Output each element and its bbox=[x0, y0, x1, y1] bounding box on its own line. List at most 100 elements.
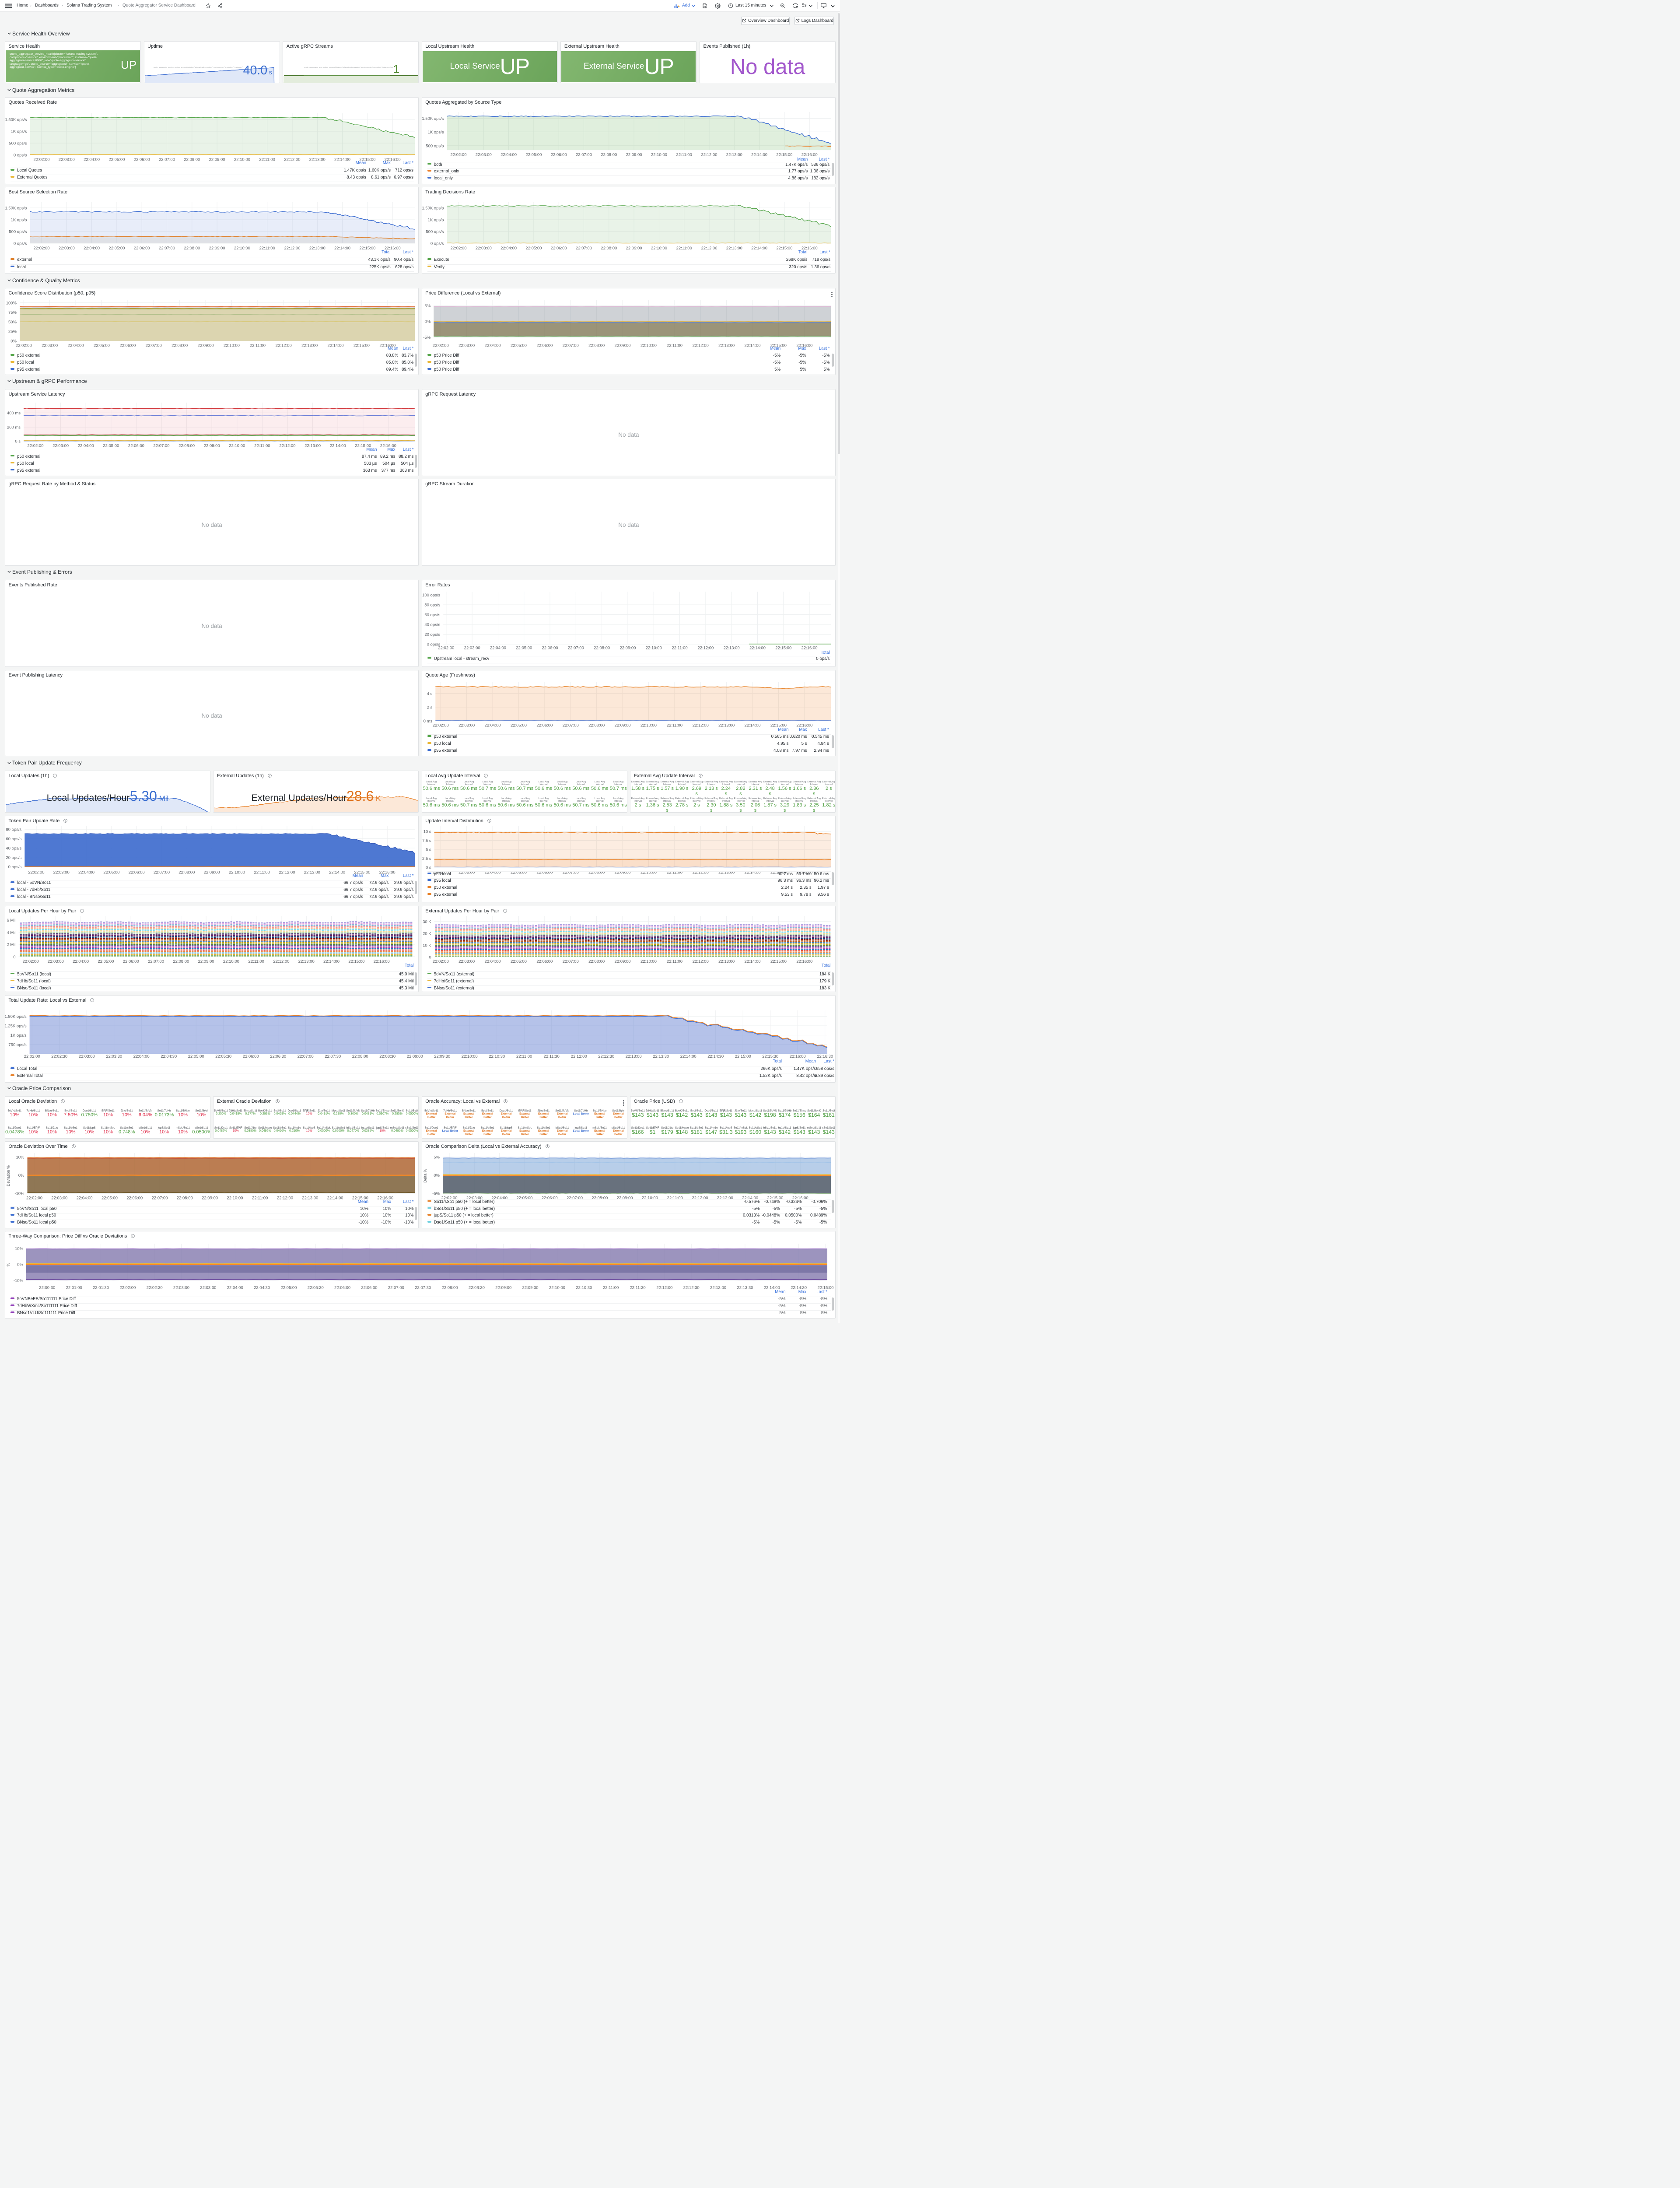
svg-text:22:09:00: 22:09:00 bbox=[614, 960, 630, 964]
svg-text:22:12:00: 22:12:00 bbox=[693, 723, 709, 728]
svg-text:22:13:00: 22:13:00 bbox=[304, 870, 320, 875]
svg-text:22:05:00: 22:05:00 bbox=[511, 343, 527, 348]
svg-text:22:14:00: 22:14:00 bbox=[744, 960, 760, 964]
svg-text:22:04:00: 22:04:00 bbox=[490, 646, 506, 651]
svg-text:22:16:00: 22:16:00 bbox=[796, 723, 812, 728]
svg-text:22:11:00: 22:11:00 bbox=[666, 960, 682, 964]
svg-text:22:16:00: 22:16:00 bbox=[801, 646, 817, 651]
svg-text:20 ops/s: 20 ops/s bbox=[424, 632, 440, 637]
svg-text:22:11:00: 22:11:00 bbox=[254, 870, 270, 875]
svg-text:22:14:00: 22:14:00 bbox=[751, 152, 767, 157]
svg-text:0 ops/s: 0 ops/s bbox=[430, 242, 444, 246]
svg-text:22:15:00: 22:15:00 bbox=[770, 870, 787, 875]
svg-text:22:04:00: 22:04:00 bbox=[78, 443, 94, 448]
svg-text:22:14:00: 22:14:00 bbox=[329, 870, 345, 875]
svg-text:22:05:00: 22:05:00 bbox=[511, 723, 527, 728]
svg-text:22:13:00: 22:13:00 bbox=[298, 960, 315, 964]
svg-text:0 s: 0 s bbox=[15, 439, 21, 444]
svg-text:22:14:00: 22:14:00 bbox=[328, 343, 344, 348]
svg-text:1.50K ops/s: 1.50K ops/s bbox=[5, 206, 27, 211]
svg-text:22:07:00: 22:07:00 bbox=[159, 157, 175, 162]
svg-text:22:16:00: 22:16:00 bbox=[796, 343, 812, 348]
svg-text:200 ms: 200 ms bbox=[7, 425, 21, 430]
svg-text:22:05:00: 22:05:00 bbox=[108, 246, 125, 251]
svg-text:22:04:00: 22:04:00 bbox=[484, 870, 500, 875]
svg-text:22:15:00: 22:15:00 bbox=[355, 443, 371, 448]
svg-text:0: 0 bbox=[429, 955, 431, 960]
svg-text:22:08:00: 22:08:00 bbox=[178, 870, 195, 875]
svg-text:0 ops/s: 0 ops/s bbox=[8, 865, 22, 870]
svg-text:22:03:00: 22:03:00 bbox=[476, 246, 492, 251]
svg-text:22:06:00: 22:06:00 bbox=[536, 960, 553, 964]
svg-text:2 Mil: 2 Mil bbox=[7, 943, 15, 947]
svg-text:22:11:00: 22:11:00 bbox=[250, 343, 266, 348]
svg-text:1.50K ops/s: 1.50K ops/s bbox=[422, 206, 444, 211]
svg-text:22:16:00: 22:16:00 bbox=[385, 157, 401, 162]
svg-text:0 ops/s: 0 ops/s bbox=[14, 153, 27, 158]
svg-text:5%: 5% bbox=[424, 303, 430, 308]
svg-text:22:07:00: 22:07:00 bbox=[148, 960, 164, 964]
svg-text:22:07:00: 22:07:00 bbox=[576, 246, 592, 251]
svg-text:22:08:00: 22:08:00 bbox=[588, 723, 605, 728]
svg-text:22:04:00: 22:04:00 bbox=[484, 343, 500, 348]
svg-text:5 s: 5 s bbox=[426, 847, 431, 852]
svg-text:22:13:00: 22:13:00 bbox=[309, 246, 326, 251]
svg-text:22:16:00: 22:16:00 bbox=[801, 152, 817, 157]
svg-text:22:02:00: 22:02:00 bbox=[16, 343, 32, 348]
svg-text:22:16:00: 22:16:00 bbox=[379, 343, 396, 348]
svg-text:22:02:00: 22:02:00 bbox=[433, 723, 449, 728]
svg-text:22:03:00: 22:03:00 bbox=[464, 646, 480, 651]
svg-text:1K ops/s: 1K ops/s bbox=[11, 218, 27, 223]
svg-text:22:06:00: 22:06:00 bbox=[550, 152, 567, 157]
svg-text:22:07:00: 22:07:00 bbox=[146, 343, 162, 348]
svg-text:25%: 25% bbox=[8, 329, 17, 334]
svg-text:22:03:00: 22:03:00 bbox=[458, 343, 475, 348]
svg-text:22:04:00: 22:04:00 bbox=[84, 157, 100, 162]
svg-text:100 ops/s: 100 ops/s bbox=[422, 593, 440, 598]
svg-text:22:13:00: 22:13:00 bbox=[718, 343, 735, 348]
svg-text:4 s: 4 s bbox=[427, 691, 432, 696]
svg-text:22:11:00: 22:11:00 bbox=[254, 443, 270, 448]
svg-text:22:16:00: 22:16:00 bbox=[374, 960, 390, 964]
svg-text:22:10:00: 22:10:00 bbox=[234, 246, 250, 251]
svg-text:22:03:00: 22:03:00 bbox=[52, 443, 69, 448]
svg-text:22:15:00: 22:15:00 bbox=[348, 960, 364, 964]
svg-text:0%: 0% bbox=[10, 339, 17, 344]
svg-text:22:10:00: 22:10:00 bbox=[229, 870, 245, 875]
svg-text:20 K: 20 K bbox=[423, 932, 431, 936]
svg-text:500 ops/s: 500 ops/s bbox=[9, 141, 27, 146]
svg-text:22:09:00: 22:09:00 bbox=[198, 960, 214, 964]
svg-text:22:11:00: 22:11:00 bbox=[248, 960, 264, 964]
svg-text:22:08:00: 22:08:00 bbox=[184, 157, 200, 162]
svg-text:2.5 s: 2.5 s bbox=[422, 856, 431, 861]
svg-text:30 K: 30 K bbox=[423, 920, 431, 925]
svg-text:22:10:00: 22:10:00 bbox=[229, 443, 245, 448]
svg-text:22:09:00: 22:09:00 bbox=[209, 246, 225, 251]
svg-text:22:12:00: 22:12:00 bbox=[280, 443, 296, 448]
svg-text:22:06:00: 22:06:00 bbox=[128, 443, 144, 448]
svg-text:22:14:00: 22:14:00 bbox=[749, 646, 766, 651]
svg-text:22:03:00: 22:03:00 bbox=[458, 723, 475, 728]
svg-text:22:12:00: 22:12:00 bbox=[273, 960, 290, 964]
svg-text:22:08:00: 22:08:00 bbox=[172, 343, 188, 348]
svg-text:40 ops/s: 40 ops/s bbox=[424, 623, 440, 628]
svg-text:22:15:00: 22:15:00 bbox=[770, 723, 787, 728]
svg-text:500 ops/s: 500 ops/s bbox=[426, 144, 444, 148]
svg-text:22:08:00: 22:08:00 bbox=[601, 152, 617, 157]
svg-text:22:09:00: 22:09:00 bbox=[204, 870, 220, 875]
svg-text:60 ops/s: 60 ops/s bbox=[6, 837, 21, 842]
svg-text:400 ms: 400 ms bbox=[7, 411, 21, 416]
svg-text:22:08:00: 22:08:00 bbox=[173, 960, 189, 964]
svg-text:22:04:00: 22:04:00 bbox=[68, 343, 84, 348]
svg-text:22:11:00: 22:11:00 bbox=[666, 870, 682, 875]
svg-text:22:02:00: 22:02:00 bbox=[34, 246, 50, 251]
svg-text:22:09:00: 22:09:00 bbox=[614, 723, 630, 728]
svg-text:22:10:00: 22:10:00 bbox=[223, 960, 239, 964]
svg-text:22:11:00: 22:11:00 bbox=[259, 157, 275, 162]
svg-text:100%: 100% bbox=[6, 301, 17, 305]
svg-text:6 Mil: 6 Mil bbox=[7, 918, 15, 923]
svg-text:22:16:00: 22:16:00 bbox=[380, 443, 396, 448]
svg-text:22:15:00: 22:15:00 bbox=[354, 870, 370, 875]
svg-text:22:05:00: 22:05:00 bbox=[525, 152, 542, 157]
svg-text:60 ops/s: 60 ops/s bbox=[424, 613, 440, 617]
